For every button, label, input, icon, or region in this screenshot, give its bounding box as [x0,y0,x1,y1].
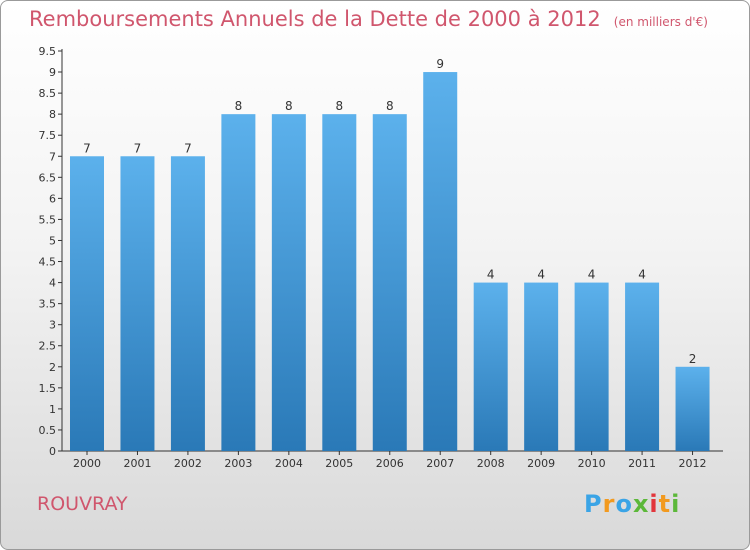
x-tick-label-2009: 2009 [527,457,555,470]
x-tick-label-2006: 2006 [376,457,404,470]
bar-2006 [372,114,407,451]
logo-letter: i [649,490,659,518]
bar-2009 [524,282,559,451]
y-tick-label: 9 [49,66,56,79]
chart-title-text: Remboursements Annuels de la Dette de 20… [29,7,601,31]
bar-2000 [70,156,104,451]
bar-2004 [271,114,306,451]
bar-2007 [423,72,458,451]
data-label-2000: 7 [83,141,91,155]
data-label-2011: 4 [638,268,646,282]
y-tick-label: 4.5 [39,256,57,269]
x-tick-label-2012: 2012 [679,457,707,470]
y-tick-label: 7 [49,150,56,163]
x-tick-label-2005: 2005 [325,457,353,470]
logo-letter: P [584,490,603,518]
logo-letter: x [632,490,650,518]
bar-2003 [221,114,256,451]
y-tick-label: 1.5 [39,382,57,395]
x-tick-label-2000: 2000 [73,457,101,470]
data-label-2002: 7 [184,141,192,155]
axes: 0 0.5 1 1.5 2 2.5 3 3.5 4 4.5 5 5.5 6 6.5 7 7.5 8 8.5 9 9.5… [39,45,723,470]
logo-letter: r [602,490,616,518]
chart-unit: (en milliers d'€) [613,15,708,29]
bars [70,72,710,451]
y-tick-label: 1 [49,403,56,416]
data-label-2009: 4 [537,268,545,282]
data-label-2007: 9 [436,57,444,71]
y-tick-label: 8 [49,108,56,121]
logo-letter: t [658,490,672,518]
bar-2012 [675,366,710,451]
data-labels: 7 7 7 8 8 8 8 9 4 4 4 4 2 [83,57,696,366]
x-tick-label-2003: 2003 [224,457,252,470]
logo-letter: i [671,490,681,518]
y-tick-label: 0 [49,445,56,458]
data-label-2010: 4 [588,268,596,282]
data-label-2012: 2 [689,352,697,366]
y-tick-label: 7.5 [39,129,57,142]
bar-2011 [625,282,660,451]
y-tick-label: 8.5 [39,87,57,100]
data-label-2004: 8 [285,99,293,113]
x-tick-label-2007: 2007 [426,457,454,470]
y-tick-label: 2 [49,361,56,374]
data-label-2001: 7 [134,141,142,155]
x-tick-label-2010: 2010 [578,457,606,470]
y-tick-label: 6 [49,192,56,205]
bar-2010 [574,282,609,451]
data-label-2006: 8 [386,99,394,113]
y-tick-label: 4 [49,277,56,290]
x-tick-label-2002: 2002 [174,457,202,470]
y-tick-label: 9.5 [39,45,57,58]
proxiti-logo[interactable]: Proxiti [584,490,680,518]
data-label-2005: 8 [335,99,343,113]
commune-name: ROUVRAY [37,493,128,515]
data-label-2008: 4 [487,268,495,282]
bar-2005 [322,114,357,451]
y-tick-label: 5 [49,234,56,247]
bar-2001 [120,156,155,451]
chart-title: Remboursements Annuels de la Dette de 20… [29,7,708,31]
bar-2002 [170,156,205,451]
y-tick-label: 3.5 [39,298,57,311]
y-tick-label: 3 [49,319,56,332]
data-label-2003: 8 [235,99,243,113]
x-tick-label-2011: 2011 [628,457,656,470]
logo-letter: o [615,490,633,518]
y-tick-label: 0.5 [39,424,57,437]
x-tick-label-2008: 2008 [477,457,505,470]
bar-2008 [473,282,508,451]
y-tick-label: 5.5 [39,213,57,226]
y-tick-label: 2.5 [39,340,57,353]
x-tick-label-2001: 2001 [123,457,151,470]
y-tick-label: 6.5 [39,171,57,184]
x-tick-label-2004: 2004 [275,457,303,470]
